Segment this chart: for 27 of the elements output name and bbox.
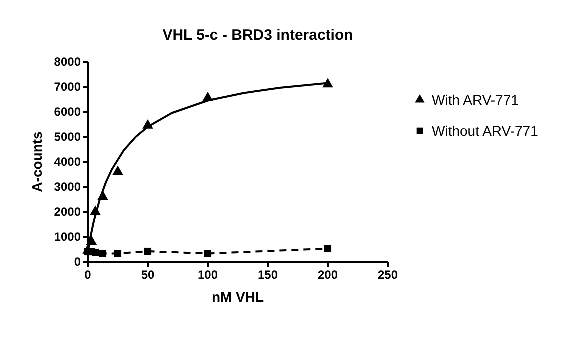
x-tick-label: 0: [84, 268, 92, 282]
point: [99, 250, 107, 258]
x-tick-label: 150: [258, 268, 278, 282]
y-tick-label: 7000: [54, 80, 82, 94]
y-tick-label: 6000: [54, 105, 82, 119]
y-tick-label: 5000: [54, 130, 82, 144]
x-tick-label: 100: [198, 268, 218, 282]
legend-label: Without ARV-771: [432, 123, 539, 139]
x-tick-label: 200: [318, 268, 338, 282]
y-tick-label: 1000: [54, 230, 82, 244]
y-tick-label: 0: [74, 255, 82, 269]
x-tick-label: 250: [378, 268, 398, 282]
point: [92, 248, 100, 256]
legend-label: With ARV-771: [432, 92, 520, 108]
point: [114, 250, 122, 258]
y-tick-label: 2000: [54, 205, 82, 219]
y-axis-title: A-counts: [29, 131, 45, 192]
chart-title: VHL 5-c - BRD3 interaction: [162, 27, 354, 44]
y-tick-label: 8000: [54, 55, 82, 69]
x-tick-label: 50: [141, 268, 155, 282]
point: [204, 250, 212, 258]
y-tick-label: 4000: [54, 155, 82, 169]
point: [144, 248, 152, 256]
point: [112, 166, 124, 176]
point: [324, 245, 332, 252]
y-tick-label: 3000: [54, 180, 82, 194]
x-axis-title: nM VHL: [212, 289, 264, 305]
